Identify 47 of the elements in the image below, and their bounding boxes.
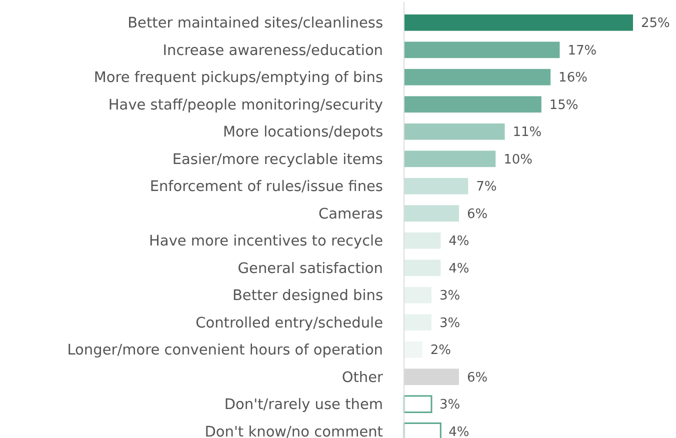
- data-label: 11%: [512, 125, 542, 140]
- y-tick-label: Have staff/people monitoring/security: [108, 97, 384, 114]
- bar: [404, 42, 560, 58]
- y-tick-label: Better designed bins: [232, 288, 383, 304]
- bar: [404, 314, 432, 331]
- bar: [404, 123, 505, 140]
- y-tick-label: Enforcement of rules/issue fines: [150, 179, 383, 196]
- data-label: 3%: [439, 316, 460, 331]
- data-label: 4%: [448, 424, 470, 438]
- data-label: 6%: [466, 206, 488, 222]
- bar: [404, 178, 468, 194]
- y-tick-label: Easier/more recyclable items: [172, 152, 383, 168]
- bar: [403, 422, 442, 438]
- data-label: 15%: [549, 98, 578, 113]
- y-tick-label: Don't know/no comment: [204, 424, 384, 438]
- data-label: 3%: [439, 398, 460, 413]
- data-label: 7%: [476, 180, 497, 195]
- y-tick-label: Controlled entry/schedule: [196, 315, 384, 332]
- y-tick-label: Other: [342, 370, 384, 386]
- bar: [404, 286, 432, 304]
- bar: [404, 68, 551, 86]
- data-label: 6%: [466, 370, 488, 386]
- bar: [404, 232, 441, 249]
- data-label: 4%: [448, 234, 470, 250]
- data-label: 2%: [430, 343, 451, 358]
- data-label: 25%: [641, 16, 670, 32]
- data-label: 10%: [504, 152, 533, 168]
- data-label: 3%: [439, 288, 460, 304]
- data-label: 17%: [568, 43, 597, 58]
- bar: [404, 260, 441, 276]
- y-tick-label: Don't/rarely use them: [224, 397, 383, 414]
- y-tick-label: Cameras: [318, 206, 383, 222]
- y-tick-label: Have more incentives to recycle: [149, 234, 384, 250]
- y-tick-label: Better maintained sites/cleanliness: [128, 16, 383, 32]
- y-tick-label: General satisfaction: [238, 260, 383, 277]
- bar: [404, 96, 542, 113]
- y-tick-label: Longer/more convenient hours of operation: [67, 342, 383, 359]
- bar: [404, 150, 496, 168]
- bar: [404, 341, 422, 358]
- y-tick-label: Increase awareness/education: [162, 42, 383, 59]
- bar: [403, 395, 432, 414]
- y-tick-label: More frequent pickups/emptying of bins: [94, 70, 383, 86]
- y-tick-label: More locations/depots: [223, 124, 383, 141]
- data-label: 16%: [558, 70, 588, 86]
- bar: [404, 205, 459, 222]
- bar: [404, 14, 633, 31]
- data-label: 4%: [448, 261, 470, 276]
